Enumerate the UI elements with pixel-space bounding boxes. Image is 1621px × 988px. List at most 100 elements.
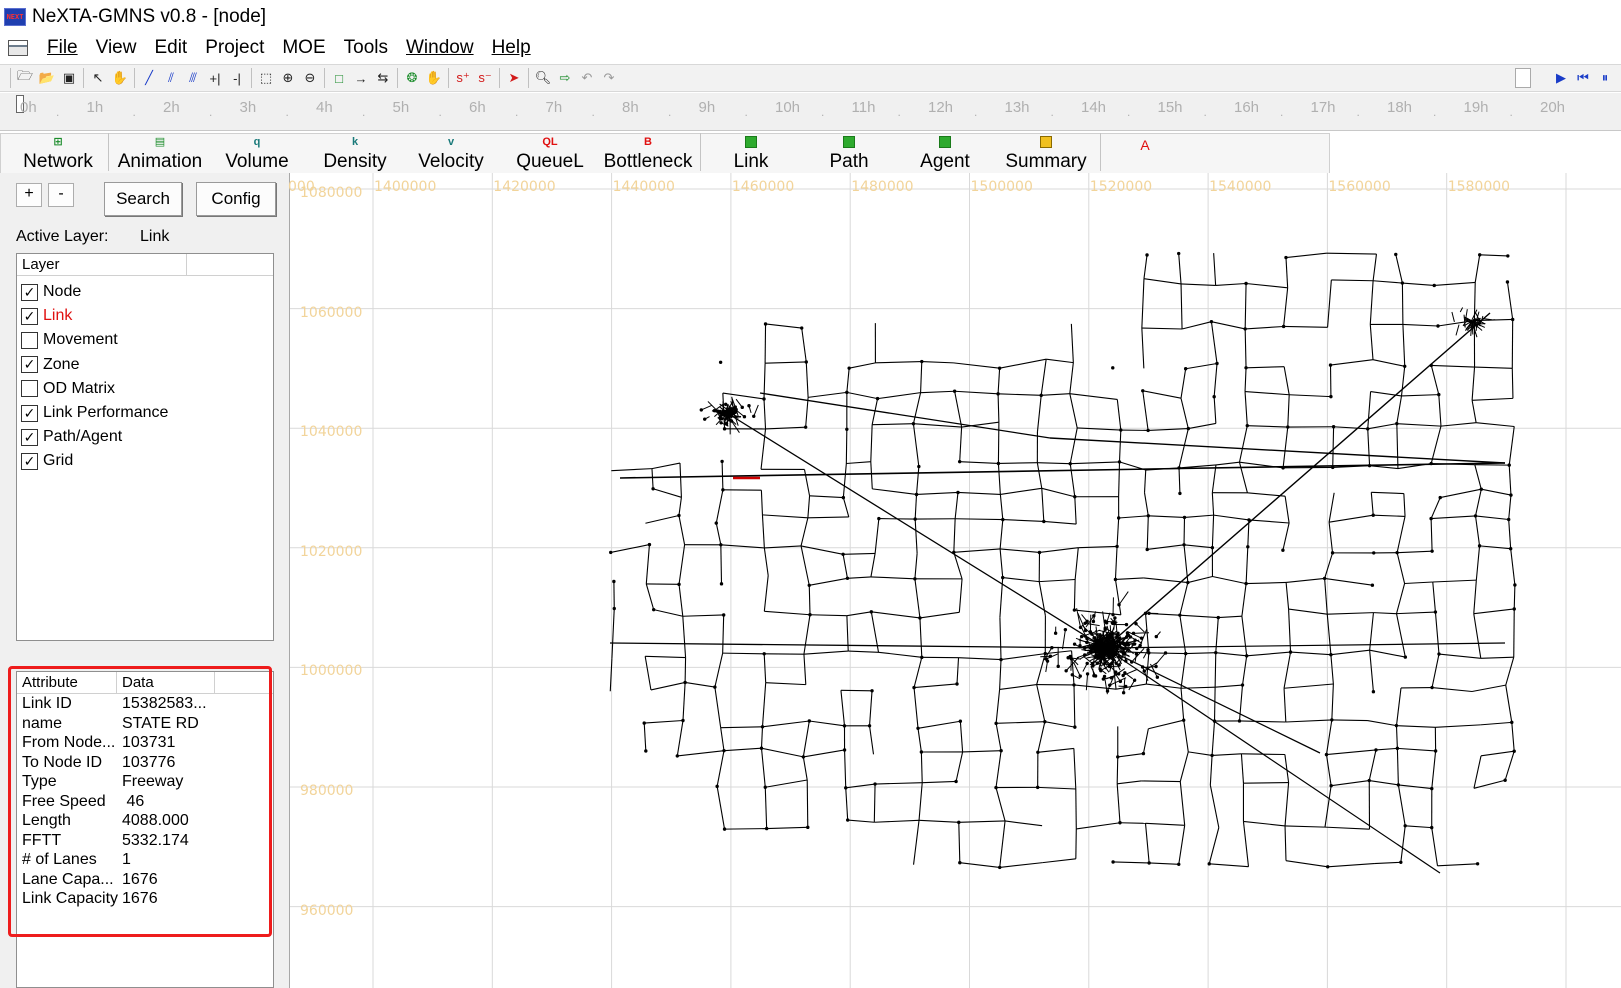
network-link[interactable] — [1245, 390, 1290, 396]
network-link[interactable] — [920, 390, 955, 394]
network-link[interactable] — [801, 327, 807, 363]
network-link[interactable] — [1069, 656, 1079, 666]
network-link[interactable] — [1402, 282, 1435, 287]
network-node[interactable] — [841, 495, 846, 500]
network-link[interactable] — [996, 721, 1045, 724]
network-link[interactable] — [1178, 467, 1181, 494]
network-node[interactable] — [1430, 685, 1434, 690]
network-link[interactable] — [1372, 254, 1378, 281]
network-link[interactable] — [1211, 515, 1215, 548]
network-link[interactable] — [644, 656, 652, 691]
layer-item-movement[interactable]: Movement — [21, 328, 118, 352]
network-link[interactable] — [1074, 496, 1077, 525]
network-link[interactable] — [1142, 728, 1149, 754]
network-node[interactable] — [1072, 608, 1077, 612]
network-node[interactable] — [1085, 661, 1089, 666]
network-link[interactable] — [843, 552, 876, 555]
network-link[interactable] — [1139, 628, 1148, 646]
network-node[interactable] — [1477, 544, 1482, 548]
network-node[interactable] — [763, 785, 767, 789]
network-node[interactable] — [703, 417, 707, 421]
network-node[interactable] — [1068, 654, 1072, 659]
network-node[interactable] — [1107, 636, 1111, 640]
network-link[interactable] — [805, 397, 809, 428]
network-node[interactable] — [1115, 648, 1119, 653]
network-link[interactable] — [1431, 364, 1475, 368]
network-link[interactable] — [1327, 612, 1374, 615]
network-node[interactable] — [1043, 719, 1047, 724]
search-icon[interactable]: 🔍︎ — [534, 70, 552, 85]
network-node[interactable] — [1154, 664, 1158, 669]
network-link[interactable] — [870, 424, 873, 462]
network-link[interactable] — [1471, 400, 1477, 423]
network-link[interactable] — [848, 650, 879, 653]
network-link[interactable] — [800, 545, 810, 586]
network-link[interactable] — [1331, 279, 1374, 282]
network-node[interactable] — [999, 748, 1003, 753]
network-node[interactable] — [1118, 679, 1123, 684]
network-node[interactable] — [1083, 628, 1088, 633]
network-link[interactable] — [1042, 858, 1076, 864]
network-link[interactable] — [1073, 662, 1081, 677]
network-node[interactable] — [804, 360, 808, 364]
network-link[interactable] — [1146, 683, 1182, 689]
network-node[interactable] — [1109, 676, 1114, 680]
network-link[interactable] — [1248, 519, 1290, 524]
network-node[interactable] — [1134, 652, 1139, 656]
network-link[interactable] — [1369, 612, 1374, 651]
network-node[interactable] — [1331, 425, 1336, 429]
network-link[interactable] — [842, 497, 850, 518]
network-link[interactable] — [1183, 720, 1189, 752]
network-node[interactable] — [870, 689, 874, 693]
node-icon[interactable]: □ — [335, 70, 343, 86]
network-link[interactable] — [1330, 359, 1374, 366]
tab-path[interactable]: Path — [804, 135, 894, 173]
network-link[interactable] — [1455, 324, 1460, 336]
redo-icon[interactable]: ↷ — [603, 70, 615, 85]
network-link[interactable] — [651, 468, 654, 489]
origin-icon[interactable]: s⁺ — [456, 70, 470, 85]
network-link[interactable] — [1116, 517, 1120, 547]
network-link[interactable] — [1148, 428, 1189, 431]
network-link[interactable] — [1401, 394, 1439, 397]
network-node[interactable] — [1095, 655, 1099, 659]
network-link[interactable] — [1116, 399, 1122, 431]
network-link[interactable] — [1000, 548, 1040, 554]
network-node[interactable] — [1396, 783, 1401, 787]
network-node[interactable] — [1183, 367, 1188, 371]
network-node[interactable] — [714, 521, 718, 525]
network-link[interactable] — [1290, 651, 1331, 656]
network-link[interactable] — [912, 392, 922, 424]
network-node[interactable] — [1182, 543, 1186, 547]
network-node[interactable] — [1288, 650, 1293, 654]
network-link[interactable] — [1065, 656, 1080, 672]
menu-view[interactable]: View — [95, 37, 137, 58]
network-node[interactable] — [1237, 719, 1242, 723]
network-node[interactable] — [1098, 633, 1103, 638]
network-link[interactable] — [1238, 685, 1244, 721]
network-link[interactable] — [1327, 863, 1375, 868]
network-link[interactable] — [1474, 366, 1513, 369]
draw-multi-link-icon[interactable]: ⫻ — [189, 70, 197, 85]
network-node[interactable] — [1510, 720, 1514, 725]
network-link[interactable] — [1188, 422, 1216, 430]
attribute-row[interactable]: Type Freeway — [22, 772, 272, 792]
network-link[interactable] — [1325, 754, 1332, 786]
network-link[interactable] — [1440, 422, 1477, 427]
network-link[interactable] — [919, 611, 960, 619]
network-node[interactable] — [1073, 725, 1077, 729]
network-link[interactable] — [1076, 608, 1082, 628]
network-link[interactable] — [1178, 464, 1217, 469]
network-link[interactable] — [1403, 493, 1406, 517]
split-link-left-icon[interactable]: +| — [209, 70, 221, 86]
network-link[interactable] — [1510, 548, 1516, 586]
network-node[interactable] — [912, 685, 916, 690]
network-link[interactable] — [763, 547, 769, 576]
network-link[interactable] — [873, 784, 876, 823]
network-link[interactable] — [1122, 668, 1138, 676]
network-node[interactable] — [845, 427, 849, 431]
network-link[interactable] — [1367, 428, 1371, 466]
network-node[interactable] — [760, 725, 765, 729]
open-icon[interactable]: 🗁 — [16, 68, 34, 83]
network-link[interactable] — [1179, 615, 1187, 654]
